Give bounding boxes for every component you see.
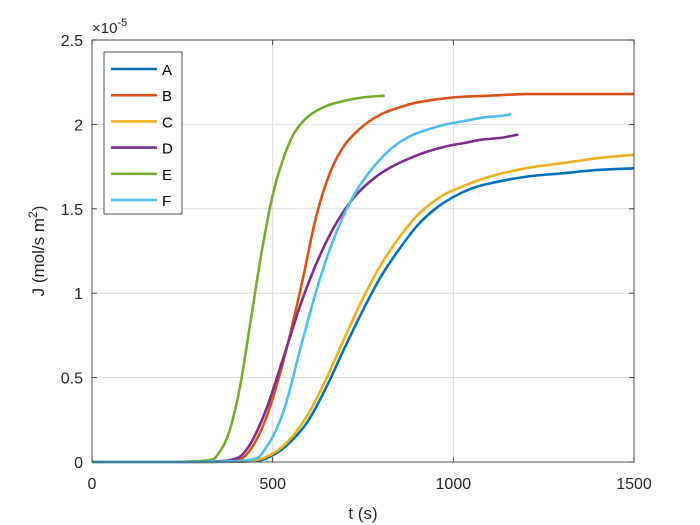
y-axis-label-main: J (mol/s m <box>29 218 48 296</box>
legend-label-f: F <box>162 193 171 210</box>
y-tick-label: 0 <box>74 455 83 472</box>
series-line-f <box>92 112 512 464</box>
x-tick-label: 1500 <box>616 476 652 493</box>
series-line-e <box>92 94 385 464</box>
legend-box <box>103 51 183 215</box>
y-axis-label: J (mol/s m2) <box>26 206 48 297</box>
y-axis-label-sup: 2 <box>26 211 40 218</box>
y-scale-multiplier: ×10 <box>92 20 117 37</box>
x-axis-label: t (s) <box>348 504 377 523</box>
y-tick-label: 2 <box>74 117 83 134</box>
x-tick-label: 1000 <box>436 476 472 493</box>
series-line-b <box>92 92 635 464</box>
legend-label-e: E <box>162 167 172 184</box>
y-axis-label-close: ) <box>29 206 48 212</box>
x-tick-label: 500 <box>259 476 286 493</box>
plot-frame <box>91 39 635 463</box>
y-scale-power: -5 <box>117 17 127 29</box>
x-tick-label: 0 <box>88 476 97 493</box>
series-line-a <box>92 166 635 464</box>
y-tick-label: 2.5 <box>61 33 83 50</box>
series-line-c <box>92 153 635 464</box>
legend-label-a: A <box>162 62 172 79</box>
legend-label-c: C <box>162 114 173 131</box>
series-lines <box>92 92 635 464</box>
series-line-d <box>92 133 519 464</box>
y-tick-label: 0.5 <box>61 371 83 388</box>
y-scale-exponent: ×10-5 <box>92 17 127 37</box>
y-tick-label: 1 <box>74 286 83 303</box>
legend-label-b: B <box>162 88 172 105</box>
y-tick-label: 1.5 <box>61 202 83 219</box>
svg-text:×10-5: ×10-5 <box>92 17 127 37</box>
legend-label-d: D <box>162 141 173 158</box>
ticks: 0 500 1000 1500 0 0.5 1 1.5 2 2.5 <box>61 33 652 493</box>
